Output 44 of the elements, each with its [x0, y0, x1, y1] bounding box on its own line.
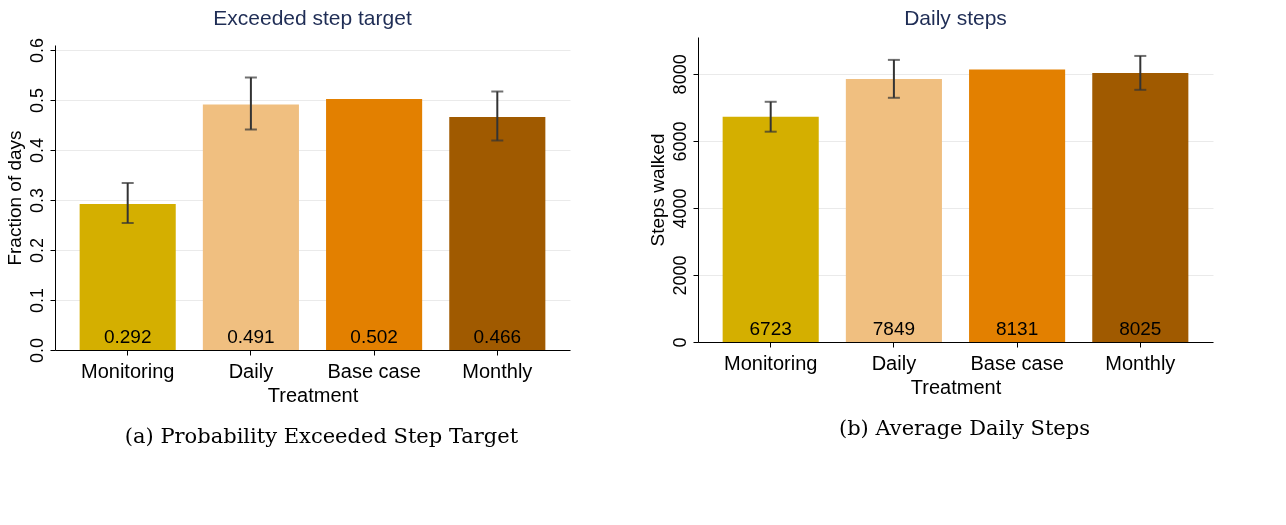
- bar: [326, 99, 423, 350]
- x-tick-label: Monthly: [462, 359, 533, 382]
- text: (b) Average Daily Steps: [838, 416, 1091, 440]
- chart-title: Exceeded step target: [213, 6, 412, 30]
- x-tick-label: Monitoring: [724, 351, 818, 374]
- x-tick-label: Monitoring: [81, 359, 175, 382]
- x-tick-label: Monthly: [1105, 351, 1176, 374]
- bar: [449, 117, 546, 350]
- bar: [845, 78, 942, 342]
- y-tick-label: 2000: [669, 255, 690, 296]
- chart-title: Daily steps: [904, 6, 1007, 29]
- data-label: 0.292: [103, 326, 152, 347]
- y-tick-label: 0.1: [26, 287, 47, 314]
- bar: [722, 116, 819, 342]
- bar: [969, 69, 1066, 342]
- data-label: 8131: [995, 318, 1039, 339]
- y-tick-label: 0.6: [26, 37, 47, 64]
- bar: [202, 104, 299, 350]
- y-axis-title: Steps walked: [646, 133, 668, 247]
- y-tick-label: 0.3: [26, 187, 47, 214]
- x-axis-title: Treatment: [267, 383, 359, 406]
- data-label: 0.502: [350, 326, 398, 347]
- y-tick-label: 6000: [669, 121, 690, 162]
- x-tick-label: Base case: [327, 359, 421, 382]
- y-tick-label: 8000: [669, 54, 690, 95]
- x-axis-title: Treatment: [910, 375, 1002, 398]
- y-tick-label: 0.5: [26, 87, 47, 114]
- data-label: 7849: [872, 318, 916, 339]
- bar: [79, 204, 176, 350]
- data-label: 8025: [1119, 318, 1162, 339]
- y-tick-label: 0.2: [26, 237, 47, 264]
- data-label: 6723: [749, 318, 792, 339]
- x-tick-label: Daily: [871, 351, 917, 374]
- x-tick-label: Base case: [970, 351, 1064, 374]
- bar: [1092, 73, 1189, 342]
- y-axis-title: Fraction of days: [3, 130, 25, 266]
- x-tick-label: Daily: [228, 359, 274, 382]
- y-tick-label: 0.0: [26, 337, 47, 364]
- data-label: 0.491: [227, 326, 275, 347]
- y-tick-label: 4000: [669, 188, 690, 229]
- y-tick-label: 0.4: [26, 137, 47, 164]
- data-label: 0.466: [473, 326, 522, 347]
- text: (a) Probability Exceeded Step Target: [123, 424, 520, 448]
- y-tick-label: 0: [669, 337, 690, 348]
